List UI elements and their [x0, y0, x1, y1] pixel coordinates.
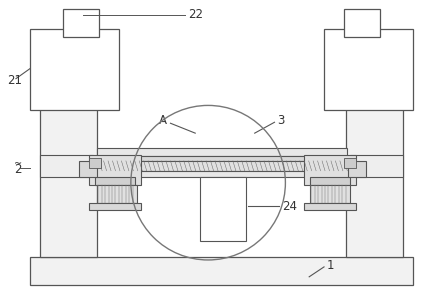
Bar: [89, 158, 101, 168]
Bar: [40, 155, 93, 177]
Bar: [310, 185, 350, 202]
Text: 22: 22: [188, 8, 203, 21]
Bar: [30, 29, 119, 110]
Bar: [97, 161, 347, 171]
Bar: [95, 177, 135, 185]
Bar: [40, 100, 97, 257]
Text: ~: ~: [14, 159, 22, 169]
Bar: [344, 9, 380, 37]
Bar: [97, 148, 347, 156]
Bar: [97, 185, 137, 202]
Bar: [346, 100, 403, 257]
Bar: [97, 156, 347, 161]
Text: A: A: [159, 114, 167, 127]
Bar: [350, 155, 403, 177]
Bar: [310, 177, 350, 185]
Text: 1: 1: [327, 260, 334, 272]
Bar: [97, 171, 347, 177]
Bar: [89, 202, 141, 210]
Bar: [344, 158, 356, 168]
Text: 24: 24: [283, 200, 297, 213]
Bar: [30, 257, 413, 285]
Text: 21: 21: [7, 74, 22, 87]
Bar: [63, 9, 99, 37]
Bar: [348, 161, 365, 177]
Bar: [304, 202, 356, 210]
Text: 3: 3: [277, 114, 285, 127]
Bar: [324, 29, 413, 110]
Bar: [200, 177, 246, 241]
Bar: [89, 155, 141, 185]
Bar: [304, 155, 356, 185]
Bar: [79, 161, 97, 177]
Text: 2: 2: [14, 163, 21, 176]
